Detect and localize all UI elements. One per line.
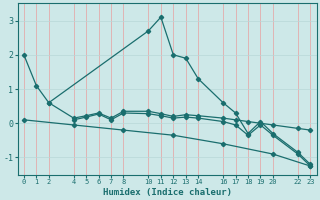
X-axis label: Humidex (Indice chaleur): Humidex (Indice chaleur) bbox=[103, 188, 232, 197]
